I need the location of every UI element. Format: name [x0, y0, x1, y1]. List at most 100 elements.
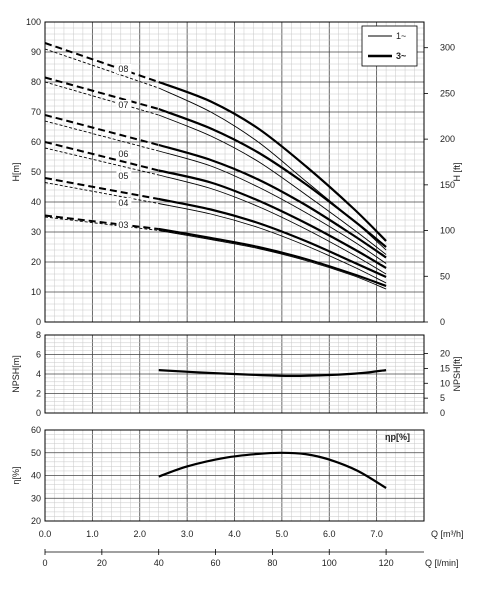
head-curve-08-3ph [158, 80, 387, 242]
y-tick-label-left: 0 [36, 408, 41, 418]
y-tick-label-left: 100 [26, 17, 41, 27]
y-tick-label-right: 150 [440, 180, 455, 190]
y-tick-label-right: 0 [440, 408, 445, 418]
efficiency-legend-label: ηp[%] [385, 432, 410, 442]
y-tick-label-left: 90 [31, 47, 41, 57]
y-tick-label-right: 10 [440, 378, 450, 388]
y-tick-label-right: 5 [440, 393, 445, 403]
x-tick-label-lmin: 80 [267, 558, 277, 568]
y-tick-label-left: 6 [36, 350, 41, 360]
head-curve-05-1ph [158, 174, 387, 275]
curve-label-bg [116, 149, 132, 159]
npsh-curve [158, 369, 387, 378]
y-tick-label-left: 40 [31, 197, 41, 207]
curve-label-bg [116, 198, 132, 208]
y-tick-label-right: 0 [440, 317, 445, 327]
head-curve-dashed-07-3ph [44, 76, 159, 110]
y-axis-title-right: NPSH[ft] [452, 356, 462, 391]
y-tick-label-right: 100 [440, 226, 455, 236]
head-curve-03-1ph [158, 230, 387, 290]
y-tick-label-left: 50 [31, 448, 41, 458]
y-tick-label-right: 20 [440, 349, 450, 359]
head-panel: 0102030405060708090100050100150200250300… [11, 17, 462, 327]
x-tick-label-m3h: 7.0 [370, 529, 383, 539]
curve-label-04: 04 [118, 198, 128, 208]
y-tick-label-left: 2 [36, 389, 41, 399]
x-axis-title-lmin: Q [l/min] [425, 558, 459, 568]
y-tick-label-right: 15 [440, 363, 450, 373]
head-curve-dashed-08-3ph [44, 42, 160, 83]
head-curve-dashed-05-1ph [44, 147, 159, 176]
panel-frame [44, 21, 425, 323]
head-curve-dashed-05-3ph [44, 141, 159, 172]
y-tick-label-left: 20 [31, 516, 41, 526]
head-curve-dashed-03-1ph [44, 216, 159, 231]
x-tick-label-lmin: 60 [211, 558, 221, 568]
head-curve-06-1ph [158, 150, 387, 264]
y-tick-label-right: 300 [440, 43, 455, 53]
legend: 1~ 3~ [361, 25, 418, 67]
y-tick-label-left: 30 [31, 227, 41, 237]
y-tick-label-left: 0 [36, 317, 41, 327]
panel-frame [44, 429, 425, 522]
curve-label-bg [116, 100, 132, 110]
efficiency-curve [158, 451, 387, 489]
curve-label-bg [116, 64, 132, 74]
x-tick-label-m3h: 6.0 [323, 529, 336, 539]
head-curve-03-3ph [158, 227, 387, 288]
y-tick-label-right: 250 [440, 88, 455, 98]
curve-label-03: 03 [118, 220, 128, 230]
head-curve-07-3ph [158, 107, 387, 248]
legend-box [361, 25, 418, 67]
y-tick-label-right: 50 [440, 271, 450, 281]
x-axis-title-m3h: Q [m³/h] [431, 529, 464, 539]
y-tick-label-left: 8 [36, 330, 41, 340]
y-axis-title-left: NPSH[m] [11, 355, 21, 393]
head-curve-dashed-06-1ph [44, 120, 159, 152]
x-tick-label-lmin: 40 [154, 558, 164, 568]
curve-label-05: 05 [118, 171, 128, 181]
x-tick-label-m3h: 2.0 [133, 529, 146, 539]
y-tick-label-left: 10 [31, 287, 41, 297]
y-tick-label-left: 60 [31, 425, 41, 435]
head-curve-04-1ph [158, 203, 387, 284]
x-tick-label-lmin: 0 [42, 558, 47, 568]
y-tick-label-left: 20 [31, 257, 41, 267]
head-curve-06-3ph [158, 143, 387, 259]
x-tick-label-m3h: 4.0 [228, 529, 241, 539]
head-curve-07-1ph [158, 114, 387, 255]
x-tick-label-lmin: 20 [97, 558, 107, 568]
y-tick-label-left: 80 [31, 77, 41, 87]
efficiency-panel: 20 30 40 50 60 η[%] ηp[%] [11, 425, 425, 526]
head-curve-05-3ph [158, 169, 387, 269]
y-tick-label-left: 70 [31, 107, 41, 117]
y-axis-title-left: H[m] [11, 163, 21, 182]
y-tick-label-left: 60 [31, 137, 41, 147]
curve-label-bg [116, 220, 132, 230]
x-axis: 0.0 1.0 2.0 3.0 4.0 5.0 6.0 7.0 Q [m³/h] 0 20 40 60 8… [39, 529, 464, 568]
x-tick-label-lmin: 100 [322, 558, 337, 568]
head-curve-dashed-08-1ph [44, 48, 159, 89]
y-tick-label-left: 40 [31, 471, 41, 481]
head-curve-dashed-04-3ph [44, 177, 159, 200]
y-axis-title-right: H [ft] [452, 162, 462, 181]
curve-label-07: 07 [118, 100, 128, 110]
x-tick-label-m3h: 1.0 [86, 529, 99, 539]
curve-label-bg [116, 171, 132, 181]
legend-label-2: 3~ [396, 51, 406, 61]
head-curve-dashed-04-1ph [44, 182, 159, 204]
head-curve-04-3ph [158, 197, 387, 279]
x-tick-label-m3h: 0.0 [39, 529, 52, 539]
x-tick-label-m3h: 5.0 [276, 529, 289, 539]
head-curve-dashed-03-3ph [44, 214, 159, 230]
head-curve-dashed-06-3ph [44, 114, 159, 146]
legend-label-1: 1~ [396, 31, 406, 41]
x-tick-label-m3h: 3.0 [181, 529, 194, 539]
curve-label-08: 08 [118, 64, 128, 74]
y-axis-title-left: η[%] [11, 466, 21, 484]
y-tick-label-left: 4 [36, 369, 41, 379]
curve-label-06: 06 [118, 149, 128, 159]
x-tick-label-lmin: 120 [379, 558, 394, 568]
npsh-panel: 0 2 4 6 8 0 5 10 15 20 NPSH[m] NPSH[ft] [11, 330, 462, 418]
